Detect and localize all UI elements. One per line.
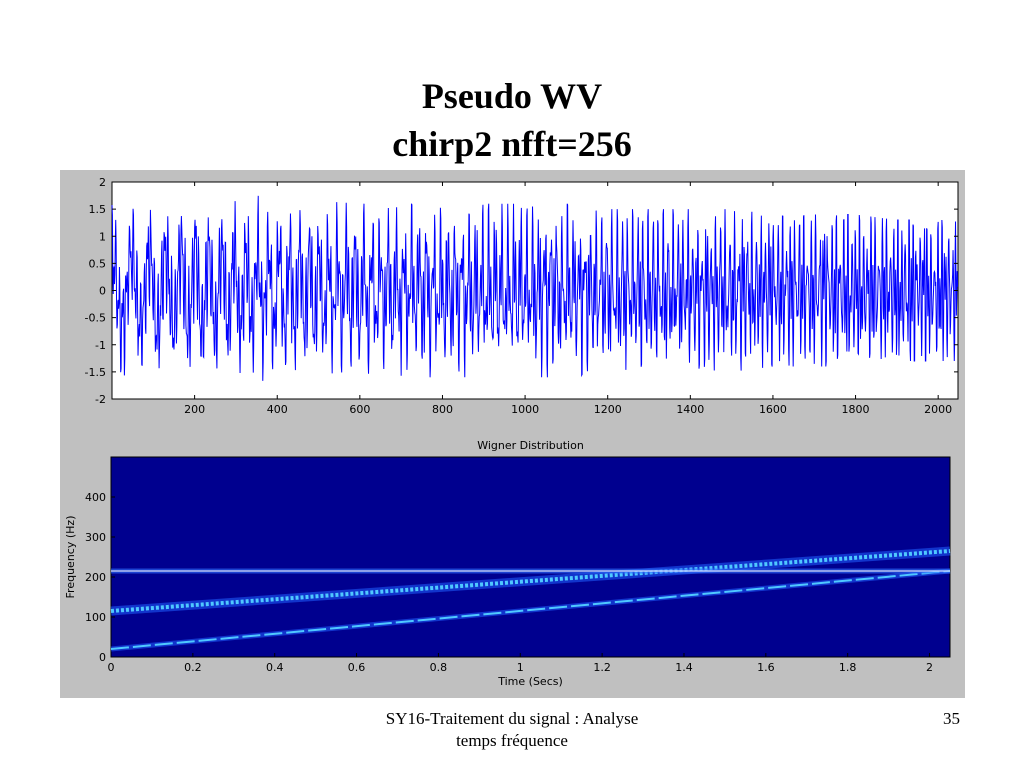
slide-footer: SY16-Traitement du signal : Analyse temp… (300, 708, 724, 752)
wigner-x-tick-label: 0.8 (430, 661, 448, 674)
wigner-x-tick-label: 1 (517, 661, 524, 674)
wigner-x-tick-label: 0.6 (348, 661, 366, 674)
signal-y-tick-label: -1 (95, 339, 106, 352)
footer-line-2: temps fréquence (456, 731, 568, 750)
signal-x-tick-label: 1000 (511, 403, 539, 416)
slide-subtitle: chirp2 nfft=256 (392, 124, 632, 164)
wigner-y-axis-label: Frequency (Hz) (64, 516, 77, 599)
chirp-ridge (110, 570, 951, 650)
signal-y-tick-label: 2 (99, 176, 106, 189)
wigner-x-tick-label: 1.6 (757, 661, 775, 674)
signal-y-tick-label: 1 (99, 230, 106, 243)
signal-plot: 200 400 600 800 1000 1200 1400 1600 1800 2000 2 1.5… (85, 176, 959, 416)
wigner-y-tick-label: 0 (99, 651, 106, 664)
signal-y-tick-label: 0 (99, 285, 106, 298)
wigner-x-tick-label: 1.8 (839, 661, 857, 674)
signal-y-tick-label: -0.5 (85, 312, 106, 325)
signal-x-tick-label: 200 (184, 403, 205, 416)
signal-y-tick-label: -2 (95, 393, 106, 406)
wigner-x-tick-label: 1.4 (675, 661, 693, 674)
signal-y-tick-label: -1.5 (85, 366, 106, 379)
wigner-plot-title: Wigner Distribution (477, 439, 584, 452)
signal-x-tick-label: 600 (349, 403, 370, 416)
wigner-y-tick-label: 300 (85, 531, 106, 544)
signal-x-tick-label: 1400 (676, 403, 704, 416)
footer-line-1: SY16-Traitement du signal : Analyse (385, 709, 639, 728)
wigner-plot: Wigner Distribution 0 0.2 0.4 0.6 0.8 1 1.2 1.4… (64, 439, 951, 688)
signal-x-tick-label: 2000 (924, 403, 952, 416)
slide-title: Pseudo WV (421, 76, 603, 116)
signal-plot-ticks: 200 400 600 800 1000 1200 1400 1600 1800 2000 2 1.5… (85, 176, 958, 416)
signal-y-tick-label: 1.5 (89, 203, 107, 216)
signal-x-tick-label: 1600 (759, 403, 787, 416)
figure-canvas: 200 400 600 800 1000 1200 1400 1600 1800 200021.5… (64, 176, 959, 688)
wigner-x-axis-label: Time (Secs) (497, 675, 563, 688)
signal-x-tick-label: 1800 (842, 403, 870, 416)
signal-x-tick-label: 800 (432, 403, 453, 416)
wigner-y-tick-label: 200 (85, 571, 106, 584)
page-number: 35 (943, 709, 960, 728)
wigner-plot-ticks: 0 0.2 0.4 0.6 0.8 1 1.2 1.4 1.6 1.8 2 0 100 200 300 400 (85, 491, 933, 674)
wigner-x-tick-label: 0 (108, 661, 115, 674)
wigner-x-tick-label: 0.4 (266, 661, 284, 674)
wigner-ridges (110, 546, 951, 652)
signal-series-line (111, 195, 959, 381)
wigner-y-tick-label: 400 (85, 491, 106, 504)
signal-x-tick-label: 1200 (594, 403, 622, 416)
wigner-x-tick-label: 0.2 (184, 661, 202, 674)
wigner-x-tick-label: 1.2 (593, 661, 611, 674)
wigner-y-tick-label: 100 (85, 611, 106, 624)
matlab-figure: 200 400 600 800 1000 1200 1400 1600 1800 2000 2 1.5… (60, 170, 965, 698)
wigner-x-tick-label: 2 (926, 661, 933, 674)
signal-y-tick-label: 0.5 (89, 257, 107, 270)
chirp-ridge (110, 549, 951, 613)
signal-x-tick-label: 400 (267, 403, 288, 416)
